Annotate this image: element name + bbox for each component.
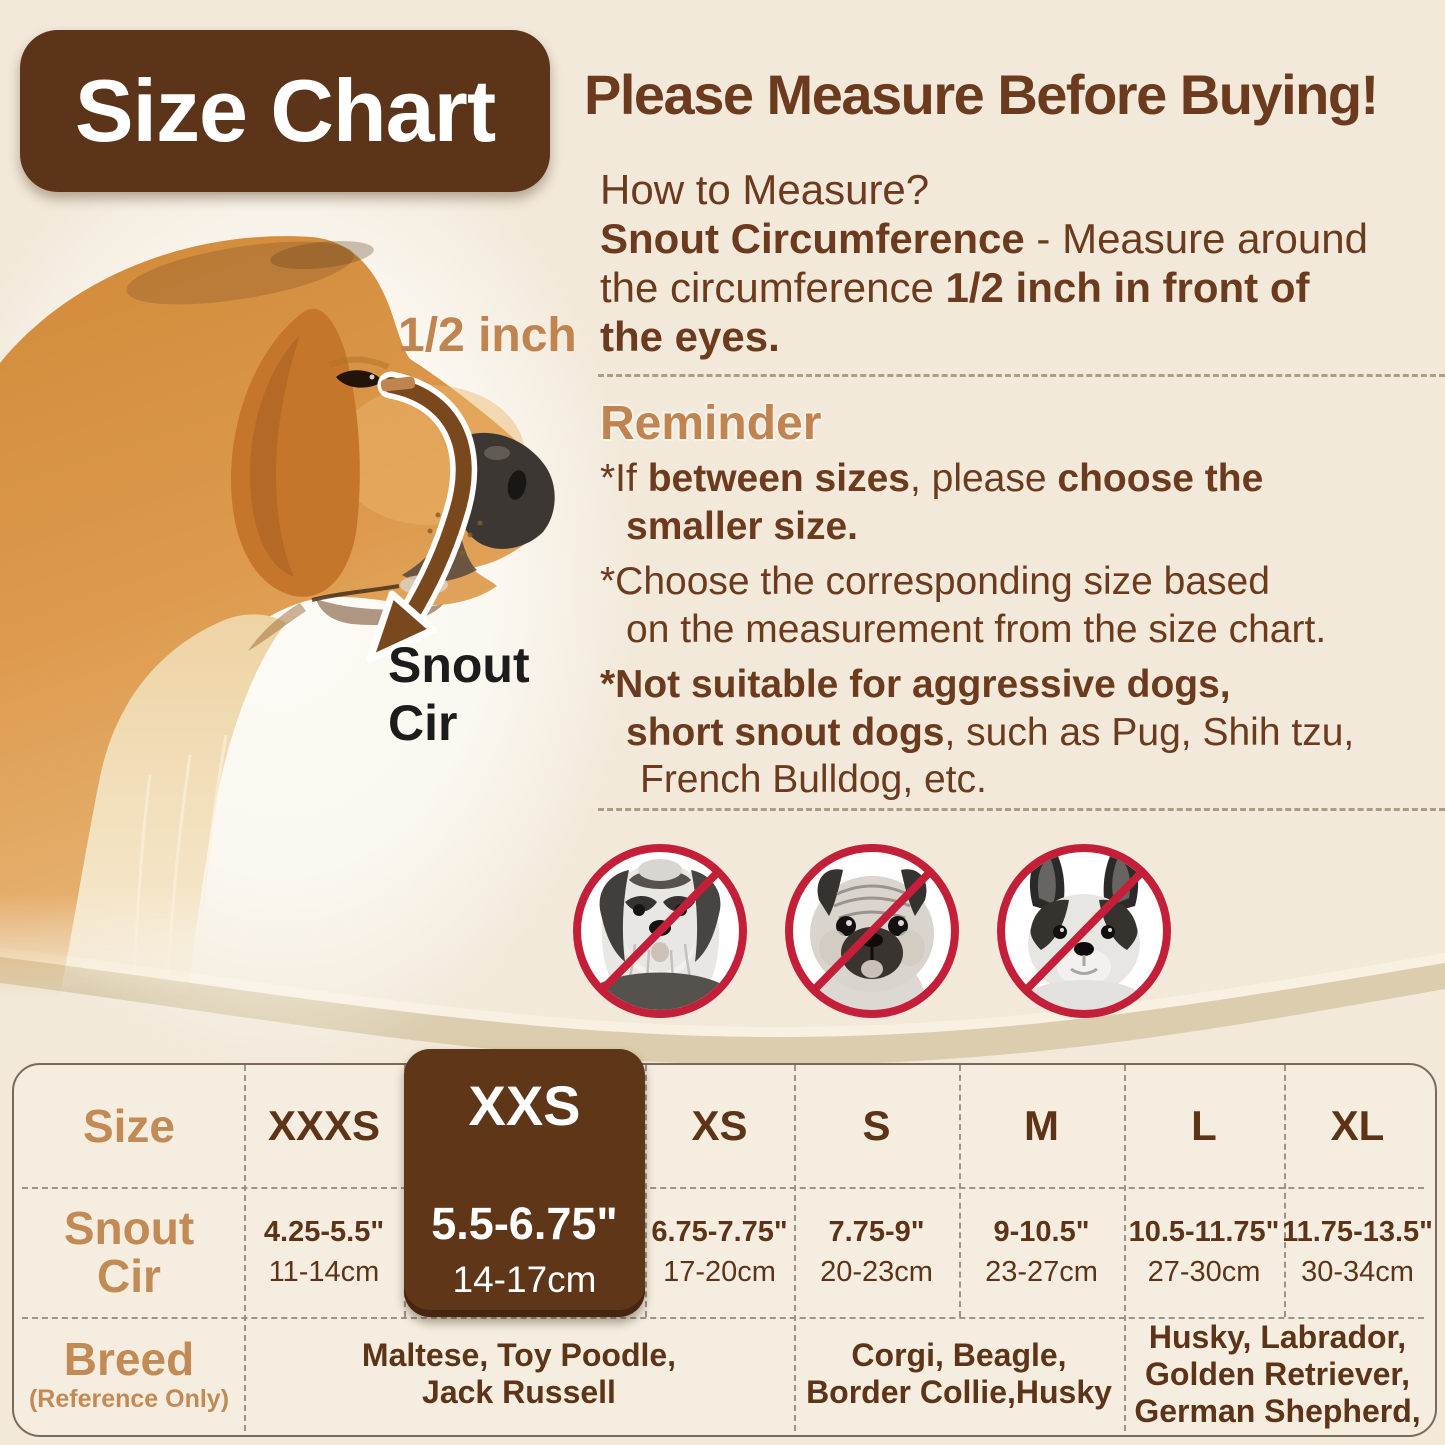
col-header-l: L xyxy=(1191,1102,1217,1149)
reminder-item-2: *Choose the corresponding size based on … xyxy=(600,560,1327,651)
highlighted-size-xxs: XXS 5.5-6.75" 14-17cm xyxy=(404,1049,645,1317)
dashed-divider-top xyxy=(598,374,1445,377)
table-gridline xyxy=(959,1065,961,1317)
half-inch-marker xyxy=(380,376,416,392)
no-shih-tzu-icon xyxy=(573,844,747,1018)
size-table: Size XXXS XS S M L XL Snout Cir 4.25-5.5… xyxy=(12,1049,1437,1437)
howto-line1: How to Measure? xyxy=(600,166,930,213)
snout-cir-label: Snout Cir xyxy=(388,637,530,751)
howto-line4: the eyes. xyxy=(600,313,780,360)
no-pug-icon xyxy=(785,844,959,1018)
measure-arrow-icon xyxy=(366,371,478,663)
snout-cell-xxxs: 4.25-5.5" 11-14cm xyxy=(263,1215,385,1288)
reminder-heading: Reminder xyxy=(600,397,822,450)
col-header-m: M xyxy=(1024,1102,1059,1149)
howto-line3: the circumference 1/2 inch in front of xyxy=(600,264,1310,311)
snout-cell-m: 9-10.5" 23-27cm xyxy=(985,1215,1098,1288)
how-to-measure-text: How to Measure? Snout Circumference - Me… xyxy=(600,165,1368,361)
table-gridline xyxy=(1124,1065,1126,1431)
table-gridline xyxy=(244,1065,246,1431)
size-chart-badge-text: Size Chart xyxy=(74,61,496,160)
reminder-list: *If between sizes, please choose the sma… xyxy=(600,455,1445,812)
table-gridline xyxy=(22,1317,1424,1319)
snout-cell-s: 7.75-9" 20-23cm xyxy=(820,1215,933,1288)
col-header-xxxs: XXXS xyxy=(267,1102,381,1149)
reminder-item-1: *If between sizes, please choose the sma… xyxy=(600,457,1264,548)
snout-cell-l: 10.5-11.75" 27-30cm xyxy=(1128,1215,1280,1288)
chest-fur-strokes xyxy=(132,734,228,976)
howto-line2: Snout Circumference - Measure around xyxy=(600,215,1368,262)
dashed-divider-bottom xyxy=(598,808,1445,811)
col-header-s: S xyxy=(862,1102,891,1149)
size-chart-badge: Size Chart xyxy=(20,30,550,192)
table-gridline xyxy=(794,1065,796,1431)
table-gridline xyxy=(1284,1065,1286,1317)
snout-row-label: Snout Cir xyxy=(63,1202,195,1302)
dog-head xyxy=(0,236,555,1005)
breed-cell-medium: Corgi, Beagle, Border Collie,Husky xyxy=(806,1337,1112,1410)
col-header-xs: XS xyxy=(691,1102,748,1149)
breed-row-label: Breed (Reference Only) xyxy=(28,1332,230,1413)
snout-cell-xs: 6.75-7.75" 17-20cm xyxy=(651,1215,788,1288)
page-headline: Please Measure Before Buying! xyxy=(584,63,1379,126)
reminder-item-3: *Not suitable for aggressive dogs, short… xyxy=(600,663,1355,801)
half-inch-label: 1/2 inch xyxy=(398,309,577,362)
golden-retriever-photo xyxy=(0,236,555,1005)
breed-cell-small: Maltese, Toy Poodle, Jack Russell xyxy=(361,1337,677,1410)
col-header-xl: XL xyxy=(1330,1102,1385,1149)
table-gridline xyxy=(645,1065,647,1317)
table-gridline xyxy=(22,1187,1424,1189)
size-row-label: Size xyxy=(82,1100,176,1152)
no-french-bulldog-icon xyxy=(997,844,1171,1018)
breed-cell-large: Husky, Labrador, Golden Retriever, Germa… xyxy=(1134,1318,1421,1429)
snout-cell-xl: 11.75-13.5" 30-34cm xyxy=(1282,1215,1433,1288)
